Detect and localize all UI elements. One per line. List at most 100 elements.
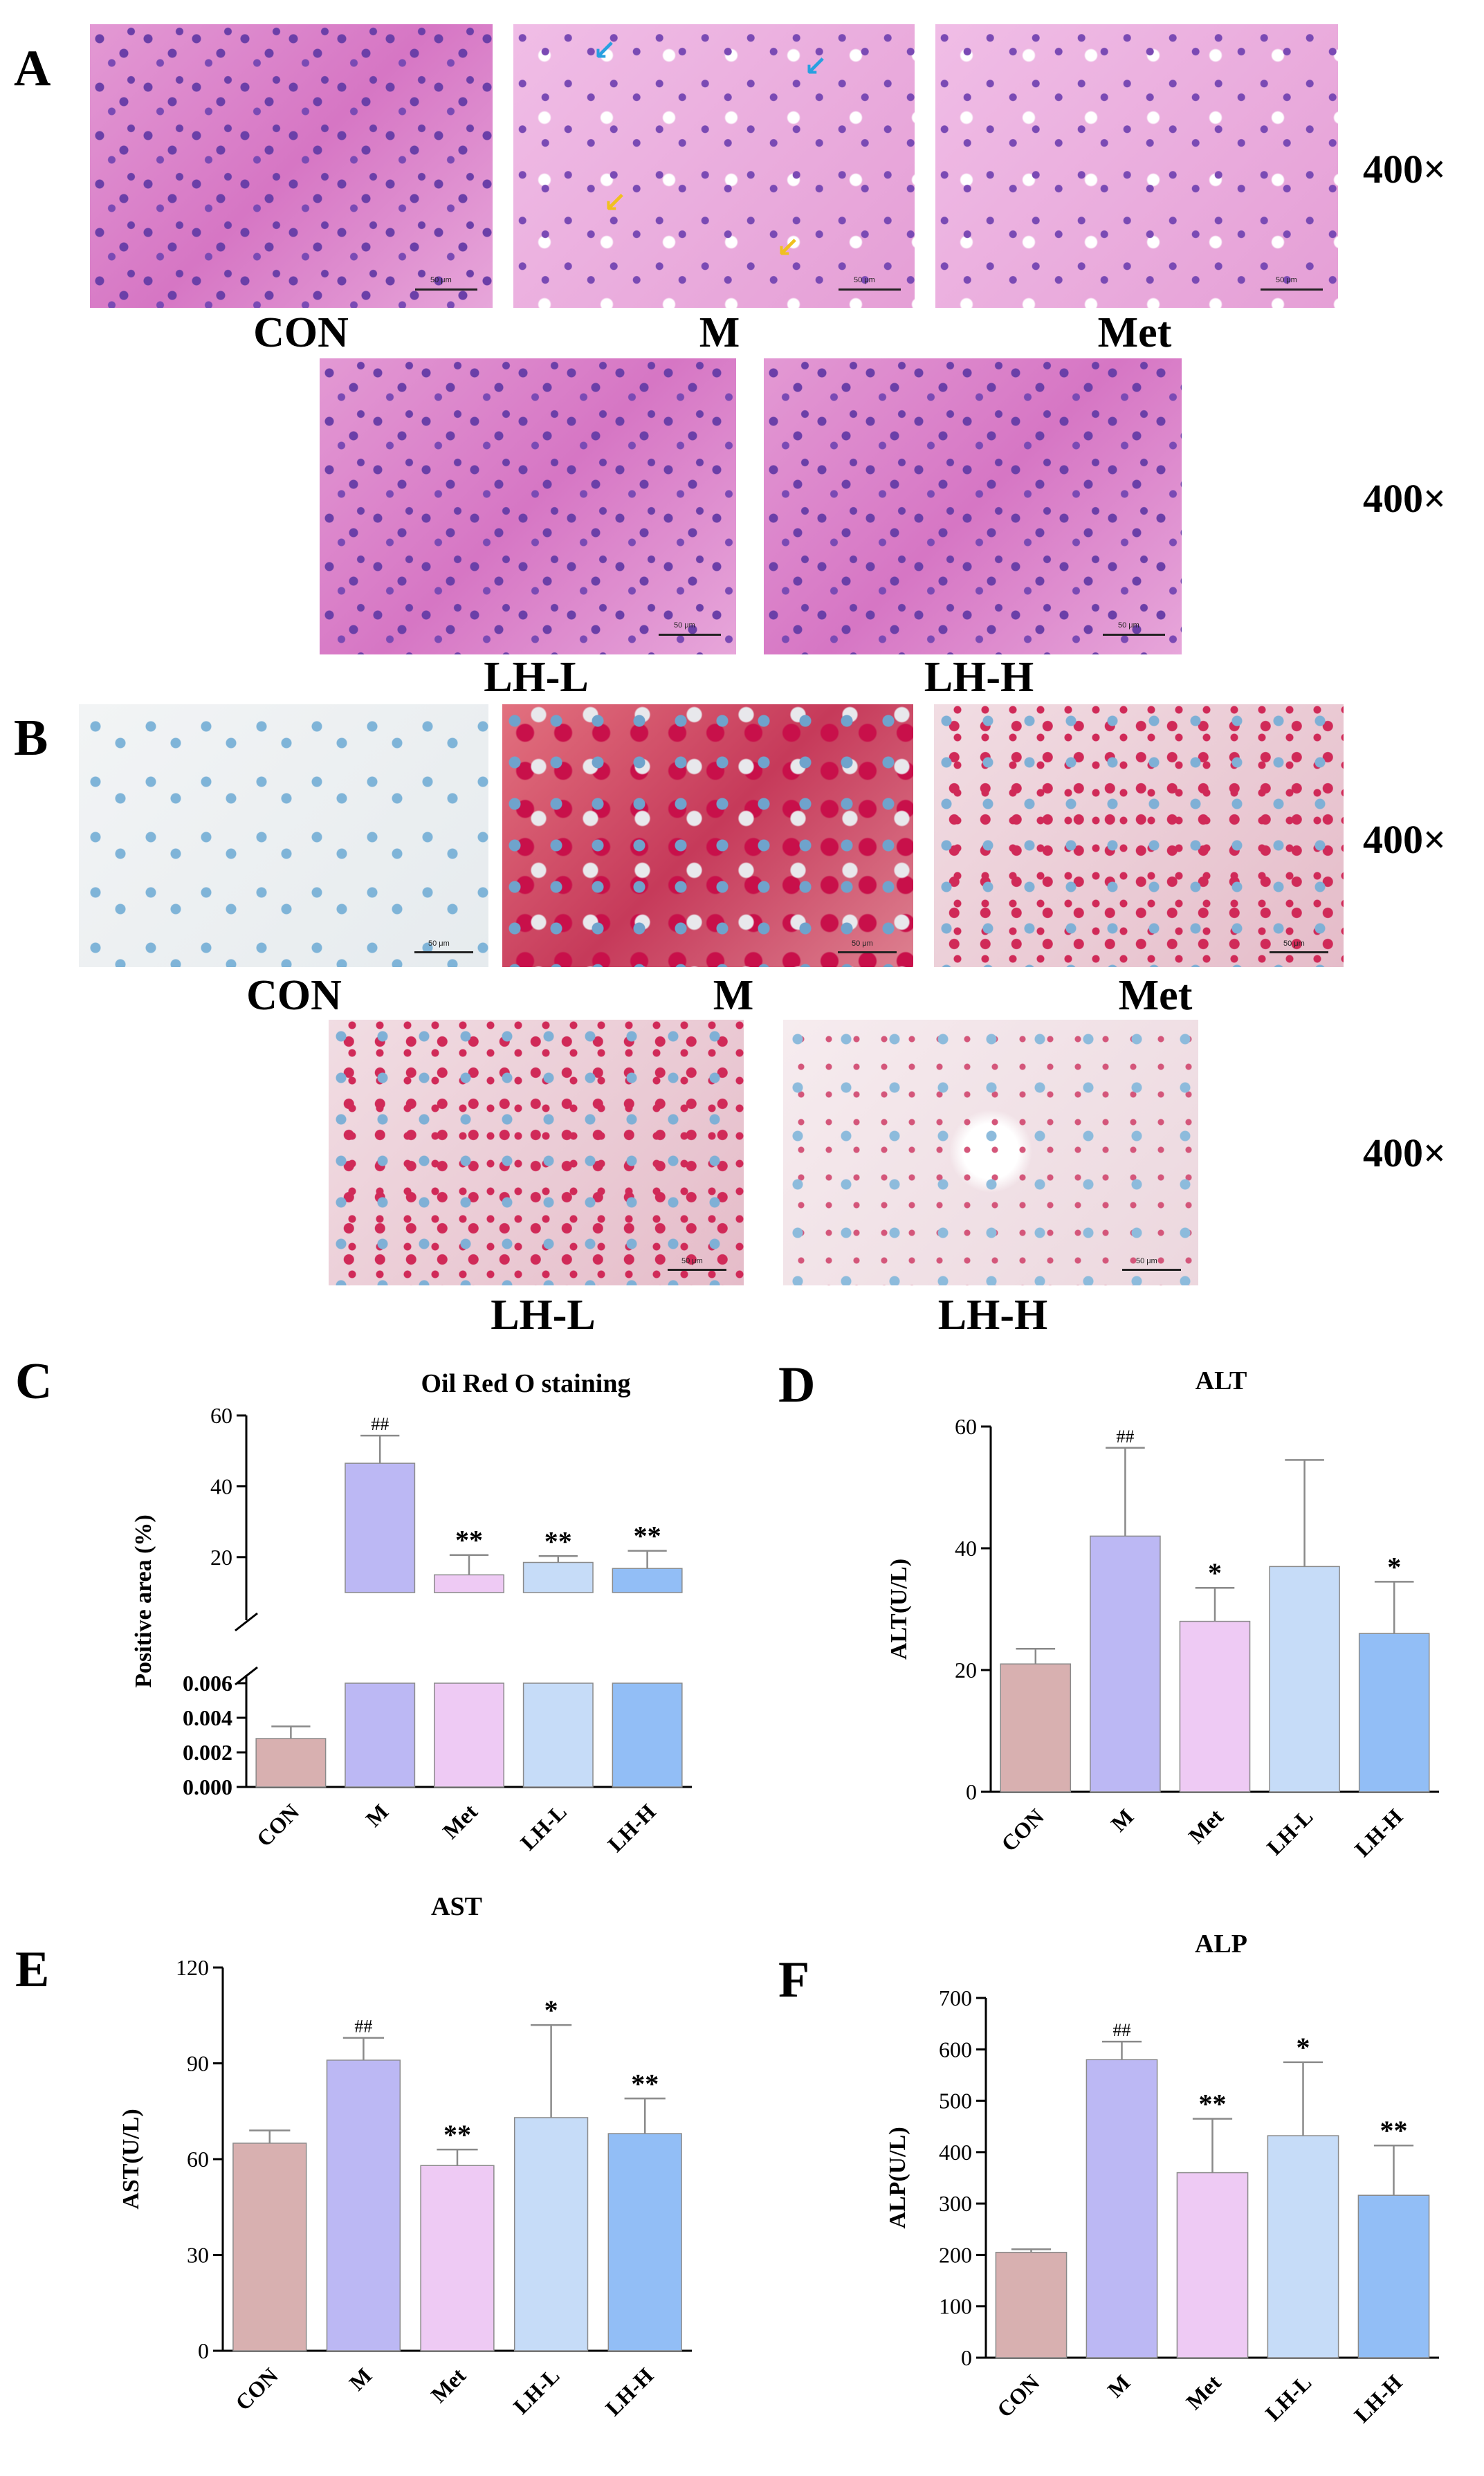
micrograph-he-lhl: 50 μm	[320, 358, 736, 654]
x-tick-label: LH-L	[1261, 2369, 1317, 2425]
panel-e-letter: E	[15, 1941, 50, 1998]
label-he-lhh: LH-H	[924, 654, 1034, 701]
x-tick-label: CON	[992, 2369, 1045, 2422]
y-tick-label: 20	[955, 1658, 977, 1682]
y-tick-label: 300	[939, 2191, 972, 2216]
significance-label: **	[634, 1521, 661, 1552]
x-tick-label: Met	[1181, 2369, 1226, 2414]
bar-lh-l-upper	[522, 1561, 594, 1593]
x-tick-label: LH-L	[509, 2363, 565, 2419]
chart-title: AST	[431, 1892, 482, 1921]
y-tick-label: 90	[187, 2051, 209, 2076]
bar-met-lower	[434, 1682, 504, 1788]
axis-break-mark	[235, 1612, 258, 1632]
bar-m-upper	[345, 1462, 416, 1593]
significance-label: **	[631, 2068, 659, 2099]
chart-alp: ALP ALP(U/L) 0 100 200 300 400 500 600 700 CON ## M *…	[885, 1929, 1439, 2428]
significance-label: *	[1387, 1551, 1401, 1582]
x-tick-label: Met	[438, 1799, 483, 1844]
bar-lh-l-lower	[522, 1682, 594, 1788]
y-tick-label: 30	[187, 2243, 209, 2268]
x-tick-label: Met	[1184, 1804, 1229, 1849]
bar-con	[995, 2251, 1068, 2358]
blue-arrow-icon: ↙	[593, 35, 616, 66]
y-axis-label: Positive area (%)	[131, 1514, 156, 1688]
y-tick-label: 60	[955, 1414, 977, 1439]
y-tick-label: 0.004	[183, 1705, 232, 1730]
chart-oil-red-o: Oil Red O staining Positive area (%) 20 40 6…	[131, 1369, 692, 1857]
y-tick-label: 0	[966, 1779, 977, 1804]
bar-lh-l	[513, 2117, 589, 2351]
bar-con	[1000, 1663, 1072, 1792]
chart-ast: AST AST(U/L) 0 30 60 90 120 CON ## M ** Met * LH-L ** L…	[118, 1892, 692, 2421]
significance-label: ##	[371, 1414, 389, 1434]
y-tick-label: 0	[961, 2345, 972, 2370]
y-tick-label: 700	[939, 1986, 972, 2010]
magnification-b2: 400×	[1363, 1130, 1447, 1175]
bar-con	[255, 1738, 327, 1788]
micrograph-oro-lhh: 50 μm	[783, 1020, 1198, 1285]
bar-lh-h	[1358, 1633, 1430, 1792]
magnification-a2: 400×	[1363, 476, 1447, 521]
chart-title: Oil Red O staining	[421, 1369, 631, 1398]
significance-label: ##	[1116, 1427, 1134, 1447]
x-tick-label: CON	[996, 1804, 1049, 1856]
bar-met	[1179, 1620, 1251, 1792]
magnification-b1: 400×	[1363, 817, 1447, 862]
y-tick-label: 40	[955, 1536, 977, 1561]
x-tick-label: M	[345, 2363, 377, 2395]
bar-lh-h-upper	[612, 1568, 683, 1593]
x-tick-label: Met	[426, 2363, 471, 2408]
y-tick-label: 60	[210, 1403, 232, 1428]
label-oro-m: M	[713, 972, 754, 1019]
significance-label: *	[1297, 2032, 1310, 2063]
significance-label: *	[544, 1994, 558, 2026]
micrograph-he-con: 50 μm	[90, 24, 493, 308]
y-tick-label: 600	[939, 2037, 972, 2062]
y-tick-label: 120	[176, 1955, 209, 1980]
micrograph-oro-m: 50 μm	[502, 704, 913, 967]
axis-break-mark	[235, 1666, 258, 1686]
x-tick-label: LH-L	[515, 1799, 571, 1855]
micrograph-oro-con: 50 μm	[79, 704, 488, 967]
y-tick-label: 400	[939, 2140, 972, 2165]
magnification-a1: 400×	[1363, 147, 1447, 192]
label-oro-lhh: LH-H	[937, 1292, 1048, 1339]
bar-met-upper	[434, 1574, 504, 1593]
blue-arrow-icon: ↙	[804, 51, 827, 82]
yellow-arrow-icon: ↙	[603, 187, 627, 219]
bar-lh-h-lower	[612, 1682, 683, 1788]
x-tick-label: M	[360, 1799, 393, 1831]
y-tick-label: 0.000	[183, 1775, 232, 1799]
bar-met	[1176, 2172, 1249, 2358]
bar-lh-l	[1269, 1566, 1340, 1792]
bar-m	[326, 2060, 401, 2351]
bar-m	[1085, 2059, 1158, 2358]
significance-label: **	[544, 1525, 572, 1557]
panel-c-letter: C	[15, 1353, 53, 1410]
bar-met	[420, 2165, 495, 2351]
y-axis-label: ALP(U/L)	[885, 2127, 910, 2228]
y-axis-label: AST(U/L)	[118, 2109, 144, 2209]
label-oro-met: Met	[1118, 972, 1193, 1019]
significance-label: ##	[354, 2017, 372, 2037]
y-tick-label: 0.002	[183, 1740, 232, 1765]
label-he-lhl: LH-L	[484, 654, 589, 701]
y-tick-label: 40	[210, 1474, 232, 1498]
bar-m-lower	[345, 1682, 416, 1788]
significance-label: *	[1208, 1557, 1222, 1588]
panel-a-letter: A	[14, 40, 51, 97]
label-he-con: CON	[253, 309, 349, 356]
x-tick-label: M	[1106, 1804, 1139, 1836]
y-tick-label: 200	[939, 2242, 972, 2267]
label-oro-con: CON	[246, 972, 342, 1019]
yellow-arrow-icon: ↙	[776, 232, 800, 264]
significance-label: **	[1380, 2115, 1408, 2146]
micrograph-he-m: ↙ ↙ ↙ ↙ 50 μm	[513, 24, 915, 308]
y-tick-label: 0	[198, 2338, 209, 2363]
x-tick-label: LH-H	[1350, 1804, 1407, 1861]
y-tick-label: 100	[939, 2294, 972, 2319]
significance-label: ##	[1113, 2020, 1131, 2040]
significance-label: **	[1199, 2089, 1227, 2120]
micrograph-he-lhh: 50 μm	[764, 358, 1182, 654]
